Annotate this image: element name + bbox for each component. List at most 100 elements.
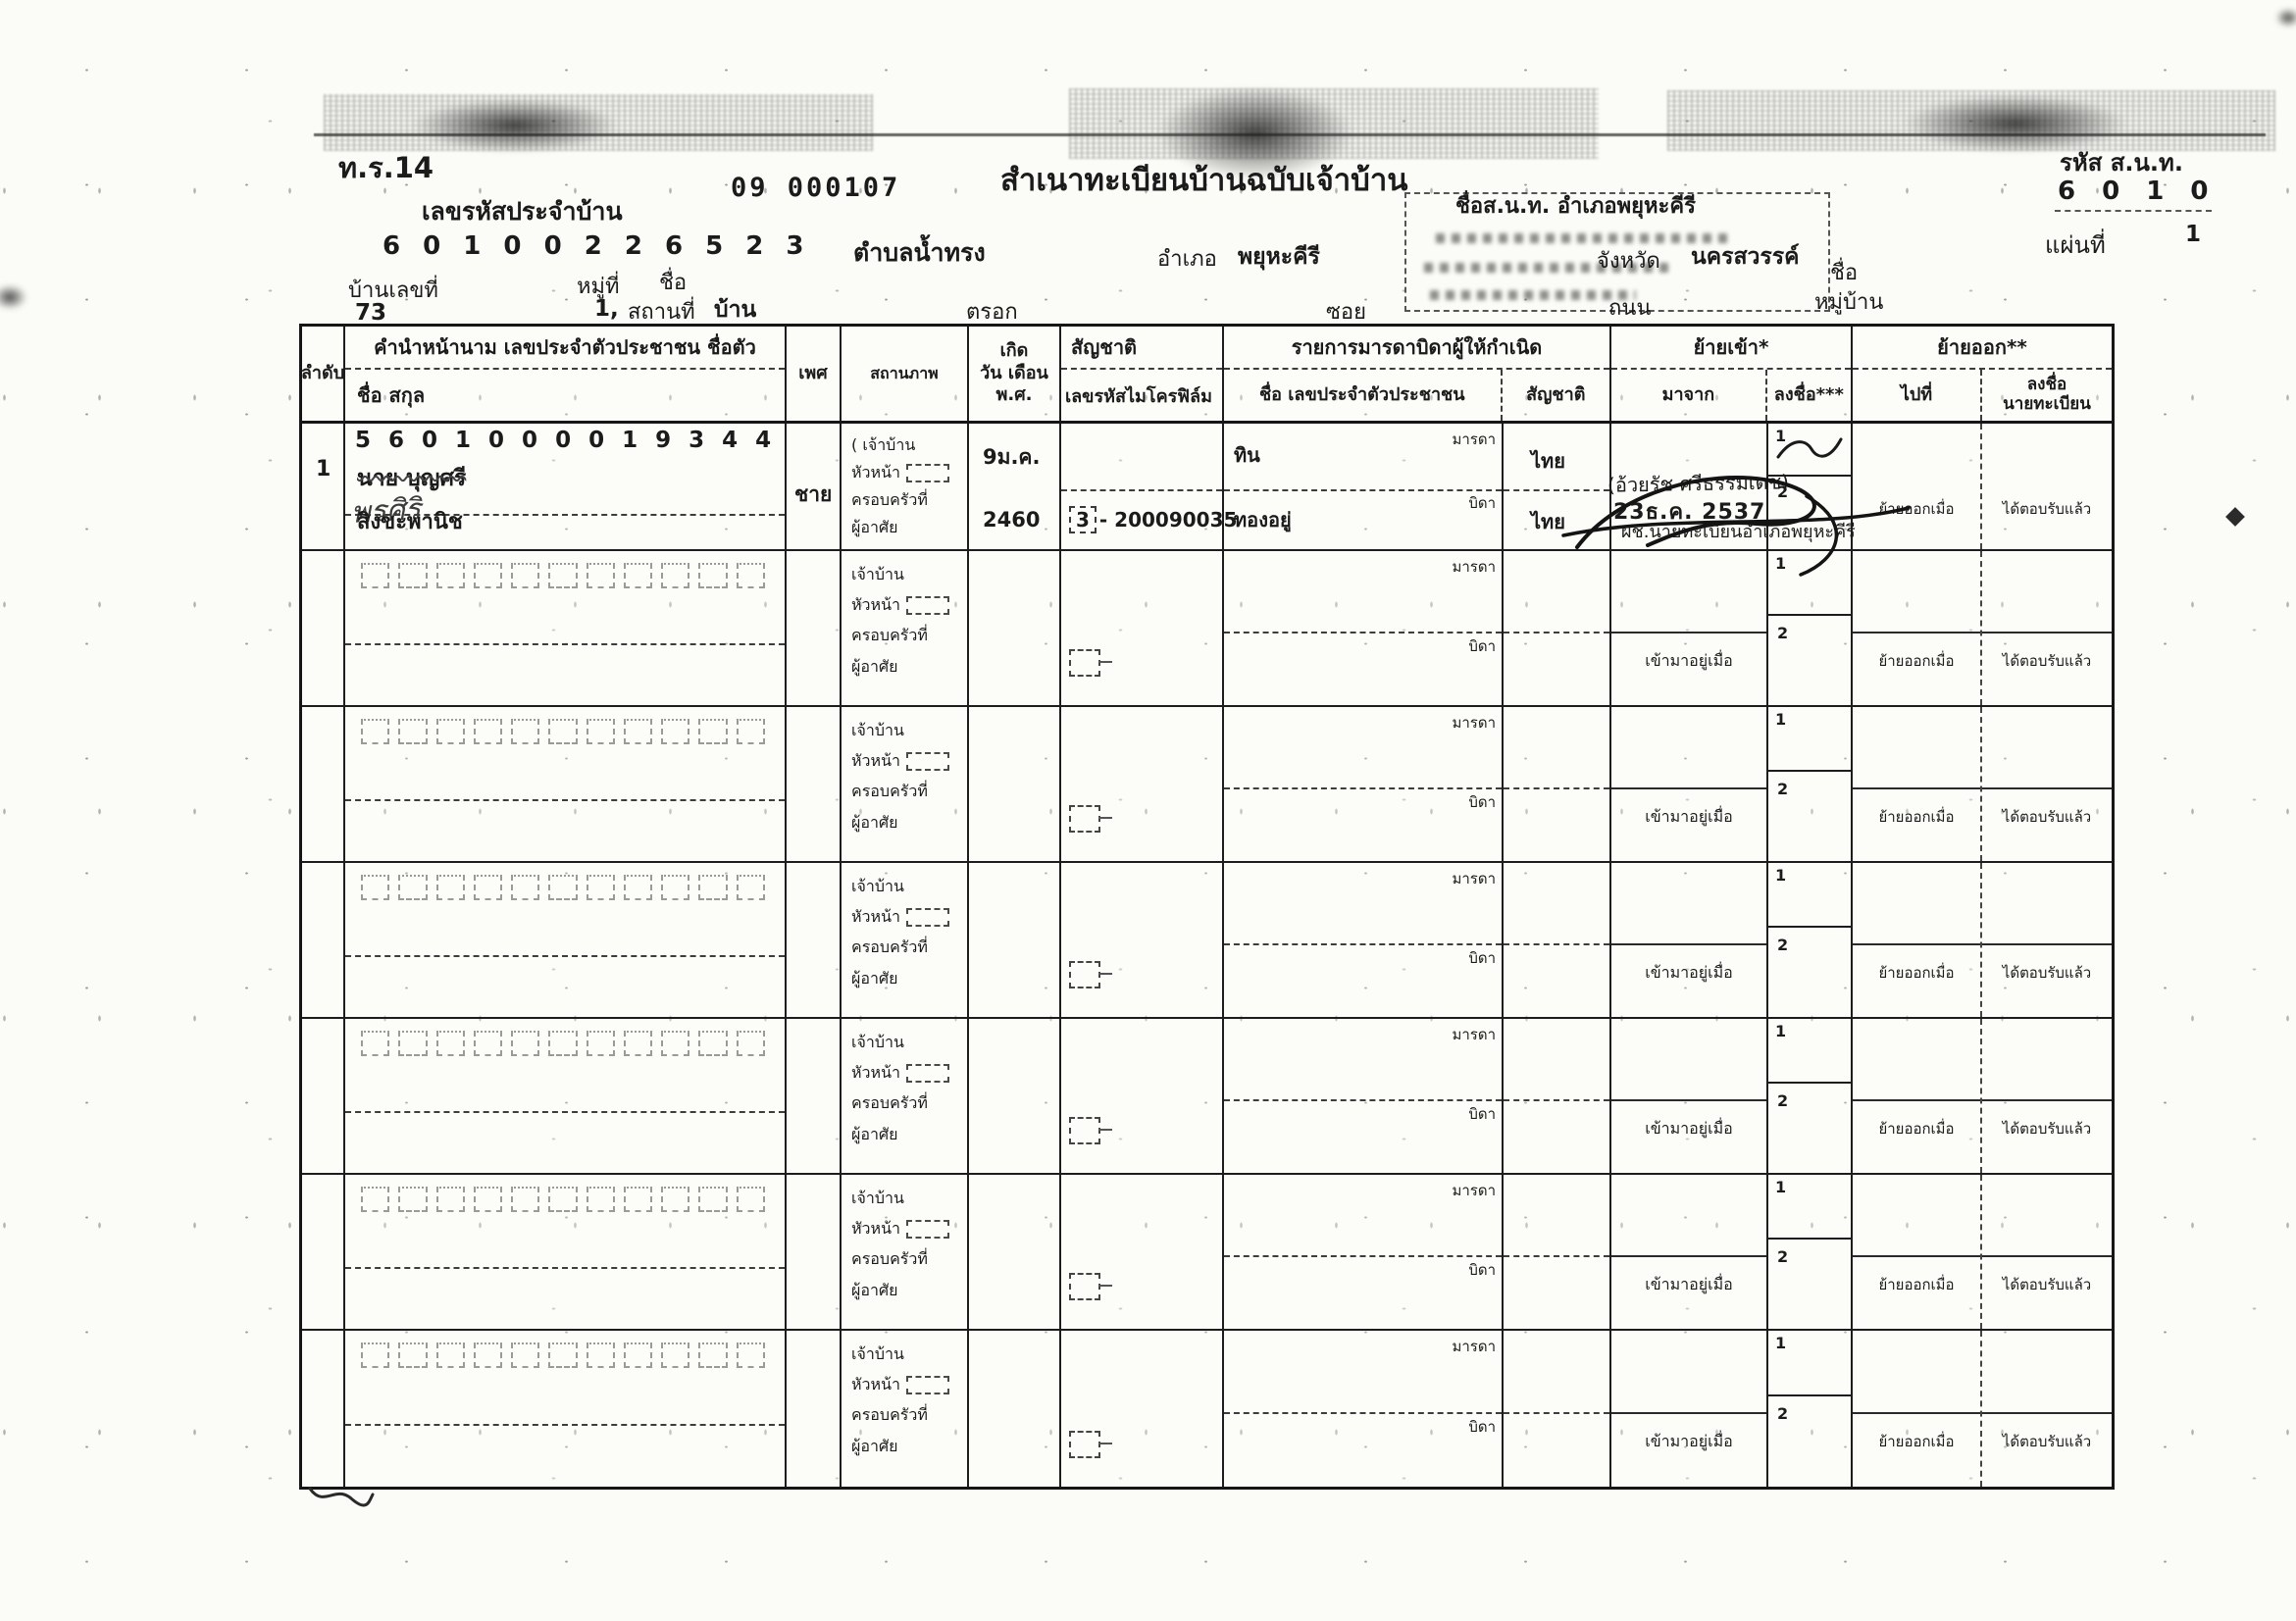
cell-divider: [1224, 1098, 1502, 1101]
status-family-label: ครอบครัวที่: [851, 1093, 928, 1113]
cell-parents-nationality: [1504, 1331, 1611, 1487]
amphoe-label: อำเภอ: [1157, 247, 1217, 272]
status-owner-label: เจ้าบ้าน: [851, 1189, 904, 1207]
status-resident-label: ผู้อาศัย: [851, 518, 898, 536]
cell-parents-nationality: [1504, 1175, 1611, 1329]
cell-birth: [969, 1331, 1061, 1487]
cell-sex: ชาย: [787, 424, 842, 549]
sign-box-line: [1768, 1394, 1851, 1397]
table-row-blank: เจ้าบ้าน หัวหน้า ครอบครัวที่ ผู้อาศัย มา…: [302, 1175, 2112, 1331]
col-header-status: สถานภาพ: [842, 327, 969, 421]
cell-movein-sign: 1 2: [1768, 1019, 1853, 1173]
cell-moveout-sign: ได้ตอบรับแล้ว: [1982, 1175, 2112, 1329]
microfilm-box-digit: 3: [1069, 506, 1097, 533]
status-resident-label: ผู้อาศัย: [851, 1436, 898, 1455]
cell-status: เจ้าบ้าน หัวหน้า ครอบครัวที่ ผู้อาศัย: [842, 1019, 969, 1173]
status-owner-label: เจ้าบ้าน: [851, 1344, 904, 1363]
sign-box-2-label: 2: [1777, 1403, 1789, 1423]
mother-label: มารดา: [1452, 1338, 1496, 1355]
cell-seq: [302, 863, 345, 1017]
cell-name: [345, 707, 787, 861]
sign-box-line: [1768, 1238, 1851, 1241]
cell-movein-from: (อ้วยรัช ศรีธรรมเดช) 23ธ.ค. 2537 ผช.นายท…: [1607, 424, 1856, 549]
col-header-parents-name-label: ชื่อ เลขประจำตัวประชาชน: [1258, 383, 1465, 405]
moo-value: 1,: [594, 296, 619, 322]
cell-parents-name: มารดา บิดา: [1224, 1019, 1504, 1173]
sign-box-line: [1768, 1082, 1851, 1085]
sign-box-1-label: 1: [1775, 1022, 1787, 1040]
cell-microfilm: [1061, 1175, 1224, 1329]
cell-name: [345, 551, 787, 705]
father-label: บิดา: [1468, 948, 1496, 967]
status-owner-label: เจ้าบ้าน: [851, 877, 904, 895]
mother-nationality-value: ไทย: [1531, 449, 1565, 473]
status-family-label: ครอบครัวที่: [851, 626, 928, 645]
cell-microfilm: [1061, 863, 1224, 1017]
status-head-label: หัวหน้า: [851, 1063, 900, 1083]
status-family-label: ครอบครัวที่: [851, 490, 928, 509]
cell-microfilm: [1061, 1331, 1224, 1487]
status-resident-label: ผู้อาศัย: [851, 656, 898, 676]
cell-moveout-sign: ได้ตอบรับแล้ว: [1982, 863, 2112, 1017]
thanon-label: ถนน: [1608, 296, 1652, 321]
sign-box-2-label: 2: [1777, 935, 1789, 954]
cell-parents-name: มารดา บิดา: [1224, 707, 1504, 861]
cell-seq: [302, 1331, 345, 1487]
name-divider: [345, 1424, 785, 1427]
cell-status: เจ้าบ้าน หัวหน้า ครอบครัวที่ ผู้อาศัย: [842, 1331, 969, 1487]
id-box-traces: [361, 1187, 765, 1212]
cell-status: เจ้าบ้าน หัวหน้า ครอบครัวที่ ผู้อาศัย: [842, 551, 969, 705]
moveout-when-label: ย้ายออกเมื่อ: [1878, 1119, 1955, 1138]
cell-microfilm: [1061, 707, 1224, 861]
microfilm-box: [1069, 805, 1112, 834]
name-divider: [345, 955, 785, 958]
cell-divider: [1504, 1254, 1609, 1257]
col-header-moveout-sign-line2: นายทะเบียน: [2003, 394, 2091, 414]
name-divider: [345, 799, 785, 802]
movein-when-label: เข้ามาอยู่เมื่อ: [1645, 1118, 1733, 1138]
cell-seq: [302, 551, 345, 705]
cell-seq: [302, 1175, 345, 1329]
col-header-microfilm-label: เลขรหัสไมโครฟิล์ม: [1065, 385, 1212, 407]
cell-status: เจ้าบ้าน หัวหน้า ครอบครัวที่ ผู้อาศัย: [842, 707, 969, 861]
cell-birth: [969, 1175, 1061, 1329]
microfilm-box: [1069, 1430, 1112, 1458]
status-head-label: หัวหน้า: [851, 751, 900, 771]
moo-label: หมู่ที่: [577, 275, 620, 299]
scan-noise: [2275, 8, 2296, 27]
cell-moveout-sign: ได้ตอบรับแล้ว: [1982, 707, 2112, 861]
family-no-box: [906, 1376, 949, 1395]
cell-sex: [787, 863, 842, 1017]
cell-moveout-to: ย้ายออกเมื่อ: [1853, 1019, 1982, 1173]
moveout-when-label: ย้ายออกเมื่อ: [1878, 963, 1955, 982]
name-label: ชื่อ: [659, 271, 688, 295]
name-divider: [345, 1111, 785, 1114]
sign-box-1-label: 1: [1775, 1334, 1787, 1352]
person-surname: สิงขะพานิช: [357, 510, 463, 534]
cell-parents-nationality: [1504, 1019, 1611, 1173]
illegible-stamp-line: [1430, 290, 1636, 300]
col-header-moveout-group-label: ย้ายออก**: [1937, 335, 2027, 359]
cell-name: [345, 1331, 787, 1487]
movein-when-label: เข้ามาอยู่เมื่อ: [1645, 1431, 1733, 1450]
moveout-when-label: ย้ายออกเมื่อ: [1878, 1432, 1955, 1450]
page-title: สำเนาทะเบียนบ้านฉบับเจ้าบ้าน: [1000, 163, 1408, 198]
mother-label: มารดา: [1452, 1026, 1496, 1043]
mother-label: มารดา: [1452, 431, 1496, 448]
cell-movein-from: เข้ามาอยู่เมื่อ: [1611, 1331, 1768, 1487]
status-owner-label: เจ้าบ้าน: [851, 1033, 904, 1051]
cell-name: 5 6 0 1 0 0 0 0 1 9 3 4 4 นาย บุญศรี พรศ…: [345, 424, 787, 549]
cell-movein-from: เข้ามาอยู่เมื่อ: [1611, 707, 1768, 861]
cell-divider: [1224, 631, 1502, 633]
cell-parents-name: มารดา บิดา: [1224, 551, 1504, 705]
id-box-traces: [361, 563, 765, 588]
name-divider: [345, 514, 785, 517]
sign-box-2-label: 2: [1777, 482, 1789, 502]
cell-parents-name: มารดา บิดา: [1224, 863, 1504, 1017]
name-divider: [345, 643, 785, 646]
microfilm-number-value: - 200090035: [1098, 508, 1238, 532]
illegible-stamp-line: [1424, 263, 1669, 273]
acknowledged-label: ได้ตอบรับแล้ว: [2002, 499, 2092, 518]
mother-label: มารดา: [1452, 870, 1496, 887]
col-header-status-label: สถานภาพ: [870, 363, 939, 382]
